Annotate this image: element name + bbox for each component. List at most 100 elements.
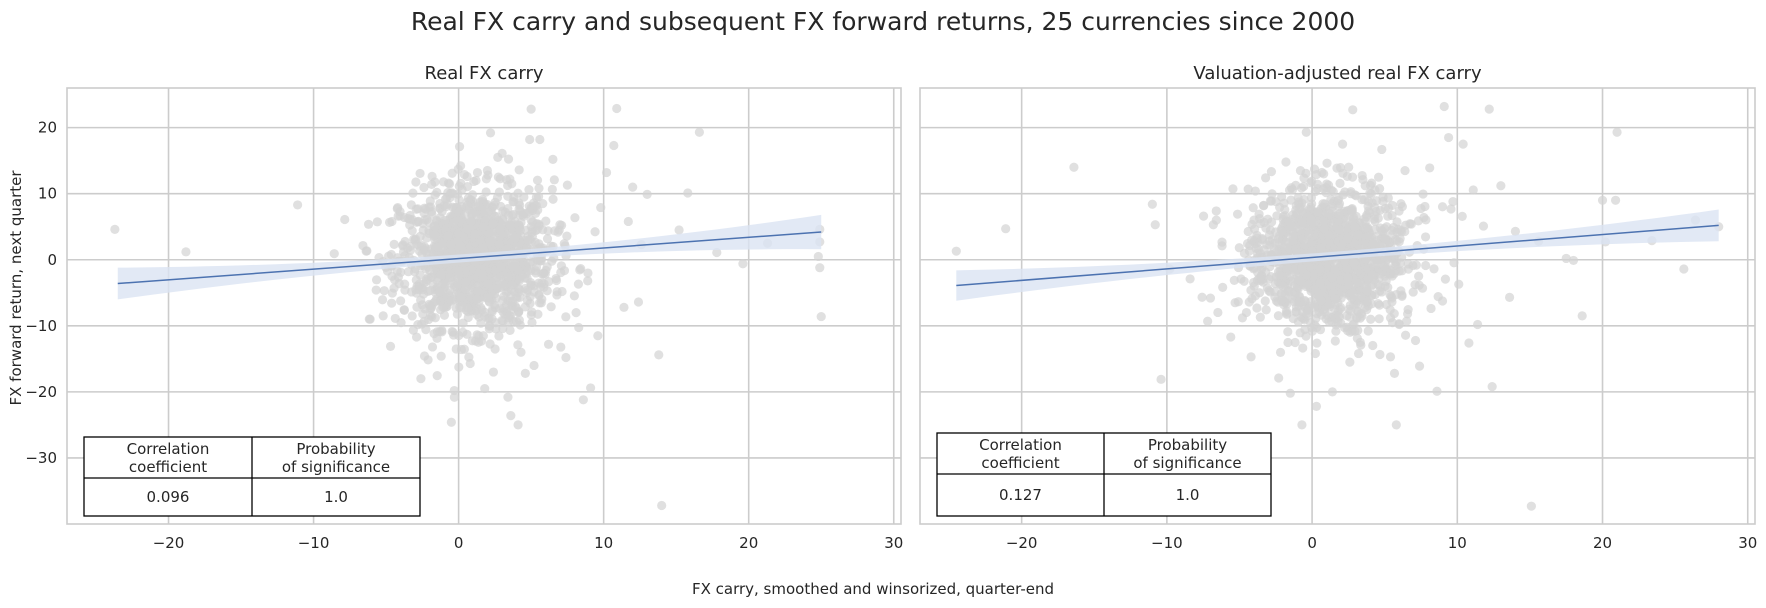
scatter-point — [526, 104, 536, 114]
x-tick-label: 30 — [1738, 534, 1757, 552]
scatter-point — [1350, 326, 1360, 336]
scatter-point — [1281, 306, 1292, 316]
scatter-point — [473, 286, 483, 296]
scatter-point — [1249, 215, 1259, 225]
scatter-point — [445, 272, 455, 282]
scatter-point — [573, 279, 584, 289]
scatter-point — [1244, 297, 1254, 307]
scatter-point — [1568, 255, 1579, 266]
scatter-point — [1228, 184, 1238, 194]
scatter-point — [454, 141, 465, 152]
scatter-point — [1273, 234, 1283, 244]
x-tick-label: 10 — [594, 534, 613, 552]
scatter-point — [574, 322, 584, 333]
scatter-point — [531, 268, 541, 278]
scatter-point — [1264, 286, 1274, 296]
scatter-point — [534, 239, 544, 249]
scatter-point — [1197, 292, 1207, 302]
scatter-point — [532, 175, 543, 185]
scatter-point — [546, 302, 556, 312]
scatter-point — [1280, 204, 1290, 215]
scatter-point — [483, 279, 493, 289]
scatter-point — [1253, 267, 1263, 277]
scatter-point — [601, 167, 612, 178]
scatter-point — [1306, 193, 1317, 203]
scatter-point — [1382, 222, 1392, 232]
scatter-point — [412, 239, 422, 249]
scatter-point — [426, 207, 436, 217]
scatter-point — [440, 279, 450, 289]
scatter-point — [419, 182, 429, 193]
scatter-point — [446, 417, 456, 427]
scatter-point — [612, 103, 622, 114]
scatter-point — [1226, 332, 1236, 342]
scatter-point — [487, 306, 497, 317]
scatter-point — [478, 222, 488, 232]
scatter-point — [1526, 501, 1536, 511]
stats-table-header: Probability of significance — [282, 440, 390, 476]
scatter-point — [1352, 333, 1362, 343]
scatter-point — [1277, 226, 1287, 236]
scatter-point — [1312, 183, 1323, 194]
scatter-point — [1400, 165, 1410, 176]
scatter-point — [429, 221, 440, 231]
scatter-point — [1150, 220, 1160, 230]
scatter-point — [449, 385, 459, 396]
scatter-point — [494, 331, 504, 341]
scatter-point — [1487, 381, 1497, 392]
scatter-point — [1260, 296, 1270, 306]
scatter-point — [1347, 172, 1358, 182]
scatter-point — [455, 302, 465, 312]
scatter-point — [503, 392, 513, 402]
scatter-point — [1203, 316, 1213, 326]
scatter-point — [1577, 311, 1587, 321]
scatter-point — [1234, 243, 1244, 253]
stats-table: Correlation coefficient 0.096 Probability of… — [83, 436, 421, 517]
scatter-point — [477, 269, 487, 279]
scatter-point — [1432, 386, 1442, 396]
scatter-point — [1233, 297, 1243, 307]
scatter-point — [495, 303, 505, 314]
scatter-point — [1248, 203, 1258, 213]
scatter-point — [1342, 234, 1352, 244]
panel-valuation-adjusted-real-fx-carry: Valuation-adjusted real FX carry −20 −10 0… — [919, 63, 1757, 552]
scatter-point — [1408, 287, 1418, 297]
scatter-point — [513, 340, 523, 350]
scatter-point — [1387, 318, 1398, 328]
scatter-point — [1421, 215, 1431, 225]
scatter-point — [476, 318, 486, 328]
scatter-point — [492, 211, 502, 222]
scatter-point — [461, 277, 471, 287]
scatter-point — [469, 176, 479, 187]
scatter-point — [462, 224, 473, 234]
scatter-point — [554, 225, 564, 235]
scatter-point — [1289, 266, 1300, 276]
scatter-point — [522, 285, 533, 295]
scatter-point — [1241, 307, 1252, 318]
scatter-point — [462, 171, 472, 182]
x-tick-label: −10 — [298, 534, 330, 552]
scatter-point — [1397, 266, 1407, 276]
scatter-point — [453, 164, 463, 174]
scatter-point — [480, 383, 490, 394]
scatter-point — [1315, 264, 1325, 274]
scatter-point — [407, 311, 417, 321]
scatter-point — [443, 230, 453, 241]
x-tick-label: −20 — [153, 534, 185, 552]
plot-frame — [919, 87, 1756, 525]
scatter-point — [609, 140, 619, 151]
scatter-point — [1390, 235, 1401, 245]
scatter-point — [1286, 183, 1296, 193]
scatter-point — [571, 308, 581, 318]
scatter-point — [1211, 206, 1221, 216]
scatter-point — [472, 167, 483, 178]
scatter-point — [1291, 244, 1301, 254]
scatter-point — [1267, 217, 1277, 227]
scatter-point — [1425, 163, 1435, 173]
scatter-point — [451, 344, 461, 354]
scatter-point — [447, 326, 457, 337]
scatter-point — [1307, 323, 1317, 333]
scatter-point — [293, 200, 303, 210]
scatter-point — [1147, 199, 1157, 209]
